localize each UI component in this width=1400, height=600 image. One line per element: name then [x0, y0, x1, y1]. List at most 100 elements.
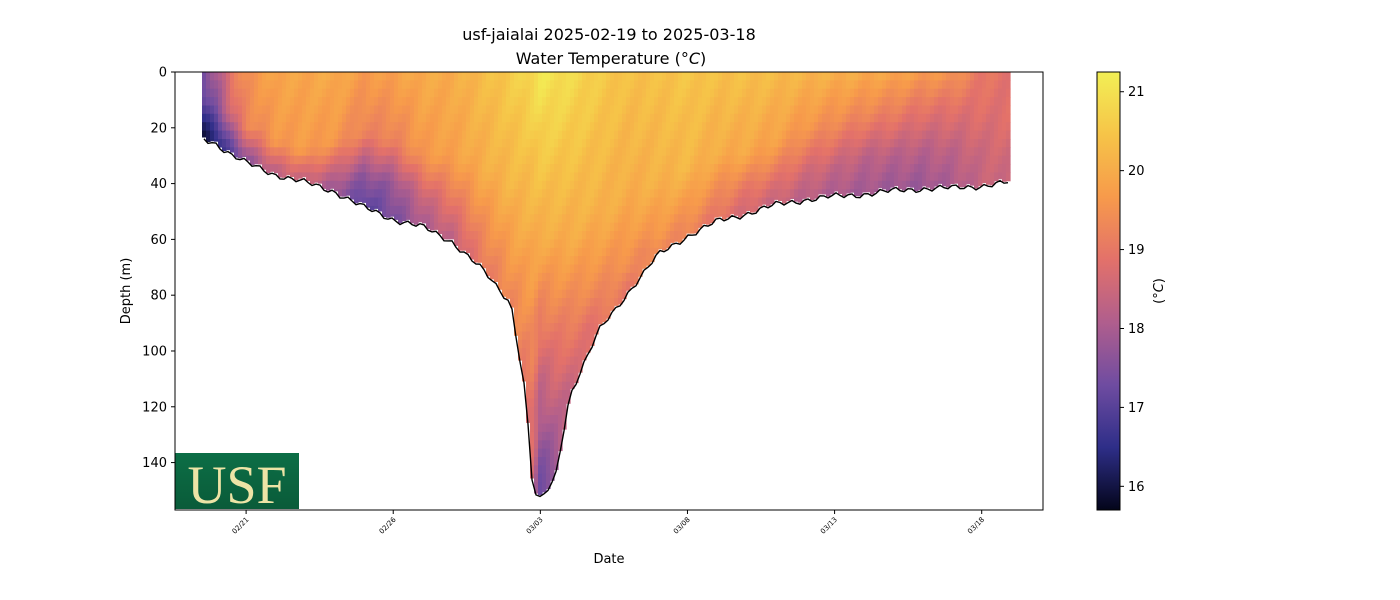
heat-cell: [542, 356, 547, 366]
heat-cell: [478, 147, 483, 157]
heat-cell: [422, 180, 427, 190]
heat-cell: [658, 180, 663, 190]
heat-cell: [922, 88, 927, 98]
heat-cell: [406, 214, 411, 220]
heat-cell: [438, 105, 443, 115]
heat-cell: [610, 222, 615, 232]
heat-cell: [782, 172, 787, 182]
heat-cell: [314, 72, 319, 81]
heat-cell: [790, 97, 795, 107]
heat-cell: [538, 247, 543, 257]
heat-cell: [482, 197, 487, 207]
heat-cell: [954, 180, 959, 184]
heat-cell: [570, 356, 575, 366]
heat-cell: [466, 72, 471, 81]
heat-cell: [474, 122, 479, 132]
heat-cell: [598, 289, 603, 299]
heat-cell: [358, 97, 363, 107]
heat-cell: [594, 164, 599, 174]
heat-cell: [726, 164, 731, 174]
heat-cell: [230, 147, 235, 153]
heat-cell: [938, 80, 943, 90]
heat-cell: [490, 113, 495, 123]
heat-cell: [350, 147, 355, 157]
heat-cell: [306, 113, 311, 123]
heat-cell: [534, 356, 539, 366]
heat-cell: [458, 164, 463, 174]
heat-cell: [350, 113, 355, 123]
heat-cell: [862, 139, 867, 148]
heat-cell: [410, 72, 415, 81]
heat-cell: [590, 306, 595, 316]
heat-cell: [858, 80, 863, 90]
heat-cell: [554, 306, 559, 316]
heat-cell: [550, 180, 555, 190]
heat-cell: [542, 122, 547, 132]
heat-cell: [526, 264, 531, 274]
heat-cell: [562, 189, 567, 199]
heat-cell: [970, 72, 975, 81]
heat-cell: [594, 306, 599, 316]
heat-cell: [614, 97, 619, 107]
heat-cell: [666, 172, 671, 182]
heat-cell: [546, 331, 551, 341]
heat-cell: [626, 256, 631, 266]
heat-cell: [786, 88, 791, 98]
heat-cell: [218, 72, 223, 81]
heat-cell: [758, 72, 763, 81]
heat-cell: [566, 281, 571, 291]
heat-cell: [598, 172, 603, 182]
heat-cell: [262, 97, 267, 107]
heat-cell: [398, 172, 403, 182]
heat-cell: [386, 155, 391, 165]
heat-cell: [622, 231, 627, 240]
heat-cell: [582, 172, 587, 182]
heat-cell: [482, 80, 487, 90]
heat-cell: [494, 180, 499, 190]
heat-cell: [646, 205, 651, 215]
heat-cell: [446, 164, 451, 174]
heat-cell: [486, 113, 491, 123]
heat-cell: [758, 189, 763, 199]
heat-cell: [586, 323, 591, 333]
heat-cell: [930, 113, 935, 123]
heat-cell: [346, 80, 351, 90]
heat-cell: [562, 139, 567, 148]
heat-cell: [610, 130, 615, 140]
heat-cell: [394, 113, 399, 123]
heat-cell: [530, 105, 535, 115]
heat-cell: [218, 80, 223, 90]
heat-cell: [882, 72, 887, 81]
heat-cell: [610, 247, 615, 257]
heat-cell: [594, 323, 599, 333]
heat-cell: [738, 180, 743, 190]
heat-cell: [718, 72, 723, 81]
heat-cell: [538, 72, 543, 81]
heat-cell: [734, 80, 739, 90]
heat-cell: [626, 239, 631, 249]
heat-cell: [382, 80, 387, 90]
heat-cell: [930, 122, 935, 132]
heat-cell: [794, 155, 799, 165]
heat-cell: [442, 172, 447, 182]
heat-cell: [346, 122, 351, 132]
heat-cell: [874, 130, 879, 140]
heat-cell: [702, 72, 707, 81]
heat-cell: [590, 113, 595, 123]
heat-cell: [926, 105, 931, 115]
heat-cell: [438, 197, 443, 207]
heat-cell: [430, 122, 435, 132]
heat-cell: [946, 97, 951, 107]
heat-cell: [366, 88, 371, 98]
heat-cell: [910, 180, 915, 188]
heat-cell: [598, 113, 603, 123]
heat-cell: [970, 88, 975, 98]
heat-cell: [518, 314, 523, 324]
heat-cell: [766, 139, 771, 148]
heat-cell: [854, 88, 859, 98]
heat-cell: [530, 122, 535, 132]
heat-cell: [910, 139, 915, 148]
heat-cell: [410, 122, 415, 132]
heat-cell: [454, 139, 459, 148]
heat-cell: [706, 222, 711, 225]
